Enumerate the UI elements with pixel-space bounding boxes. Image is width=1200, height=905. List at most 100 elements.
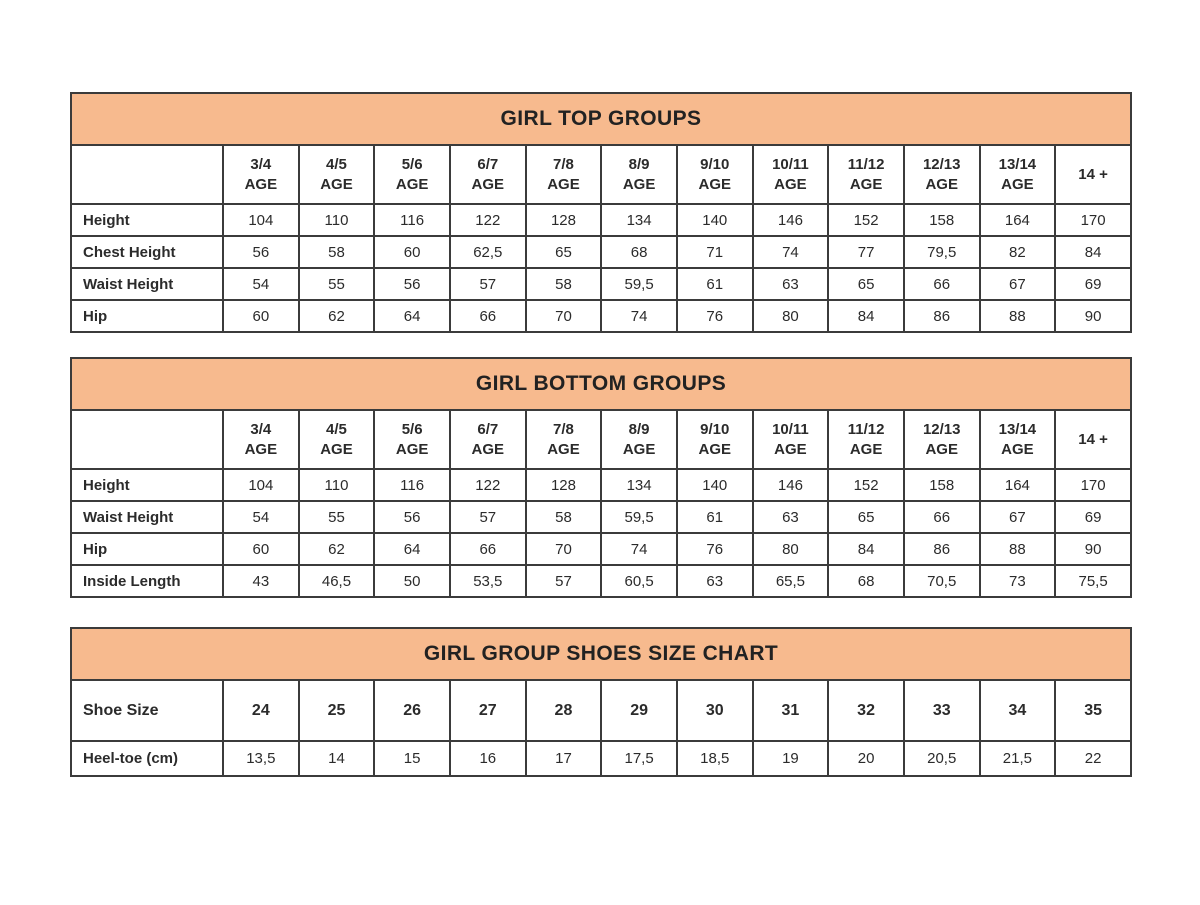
- age-label: 4/5: [326, 421, 347, 438]
- value-cell: 62: [297, 299, 376, 333]
- row-label: Waist Height: [70, 267, 224, 301]
- value-cell: 70: [524, 532, 603, 566]
- value-cell: 59,5: [600, 500, 678, 534]
- table-title-row: GIRL GROUP SHOES SIZE CHART: [70, 627, 1132, 681]
- value-cell: 79,5: [902, 235, 981, 269]
- value-cell: 140: [675, 203, 754, 237]
- value-cell: 58: [524, 500, 603, 534]
- value-cell: 116: [373, 468, 451, 502]
- age-header-cell: 11/12 AGE: [827, 409, 905, 470]
- table-row: Waist Height 54 55 56 57 58 59,5 61 63 65 66 67 69: [70, 500, 1132, 534]
- value-cell: 170: [1054, 203, 1132, 237]
- age-sub-label: AGE: [1001, 175, 1034, 193]
- value-cell: 56: [373, 500, 451, 534]
- value-cell: 31: [751, 679, 830, 742]
- value-cell: 56: [222, 235, 300, 269]
- age-label: 6/7: [477, 421, 499, 438]
- age-header-cell: 9/10 AGE: [675, 409, 754, 470]
- value-cell: 82: [978, 235, 1057, 269]
- age-label: 5/6: [401, 421, 423, 438]
- age-header-cell: 14 +: [1054, 144, 1132, 205]
- value-cell: 17,5: [600, 740, 678, 777]
- girl-top-groups-table: GIRL TOP GROUPS 3/4 AGE 4/5 AGE 5/6 AGE 6/7 AGE 7…: [70, 92, 1132, 333]
- value-cell: 33: [902, 679, 981, 742]
- age-header-cell: 14 +: [1054, 409, 1132, 470]
- age-sub-label: AGE: [320, 440, 353, 458]
- value-cell: 86: [902, 532, 981, 566]
- value-cell: 58: [524, 267, 603, 301]
- value-cell: 68: [600, 235, 678, 269]
- value-cell: 88: [978, 532, 1057, 566]
- age-sub-label: AGE: [547, 175, 580, 193]
- table-title: GIRL GROUP SHOES SIZE CHART: [70, 627, 1132, 681]
- value-cell: 13,5: [222, 740, 300, 777]
- table-row: Hip 60 62 64 66 70 74 76 80 84 86 88 90: [70, 532, 1132, 566]
- value-cell: 75,5: [1054, 564, 1132, 598]
- value-cell: 76: [675, 532, 754, 566]
- age-label: 11/12: [847, 421, 885, 438]
- age-header-cell: 10/11 AGE: [751, 144, 830, 205]
- value-cell: 70,5: [902, 564, 981, 598]
- age-header-cell: 9/10 AGE: [675, 144, 754, 205]
- age-header-cell: 3/4 AGE: [222, 409, 300, 470]
- value-cell: 164: [978, 468, 1057, 502]
- value-cell: 116: [373, 203, 451, 237]
- age-header-cell: 11/12 AGE: [827, 144, 905, 205]
- age-label: 14 +: [1078, 430, 1108, 448]
- value-cell: 128: [524, 468, 603, 502]
- age-header-cell: 12/13 AGE: [902, 409, 981, 470]
- table-row: Chest Height 56 58 60 62,5 65 68 71 74 77 79,5 82 84: [70, 235, 1132, 269]
- value-cell: 65: [827, 500, 905, 534]
- corner-cell: [70, 409, 224, 470]
- age-sub-label: AGE: [774, 175, 807, 193]
- age-header-cell: 12/13 AGE: [902, 144, 981, 205]
- table-title-row: GIRL BOTTOM GROUPS: [70, 357, 1132, 411]
- value-cell: 80: [751, 532, 830, 566]
- value-cell: 24: [222, 679, 300, 742]
- value-cell: 90: [1054, 532, 1132, 566]
- age-header-cell: 8/9 AGE: [600, 409, 678, 470]
- value-cell: 76: [675, 299, 754, 333]
- age-header-row: 3/4 AGE 4/5 AGE 5/6 AGE 6/7 AGE 7/8 AGE 8/9 AGE 9/10…: [70, 409, 1132, 470]
- corner-cell: [70, 144, 224, 205]
- age-header-cell: 3/4 AGE: [222, 144, 300, 205]
- age-header-cell: 4/5 AGE: [297, 144, 376, 205]
- age-label: 8/9: [628, 421, 650, 438]
- table-title: GIRL BOTTOM GROUPS: [70, 357, 1132, 411]
- age-label: 13/14: [998, 421, 1037, 438]
- value-cell: 84: [1054, 235, 1132, 269]
- age-sub-label: AGE: [925, 440, 958, 458]
- value-cell: 50: [373, 564, 451, 598]
- value-cell: 77: [827, 235, 905, 269]
- age-header-cell: 6/7 AGE: [448, 409, 527, 470]
- value-cell: 34: [978, 679, 1057, 742]
- value-cell: 71: [675, 235, 754, 269]
- value-cell: 64: [373, 532, 451, 566]
- value-cell: 65,5: [751, 564, 830, 598]
- value-cell: 69: [1054, 267, 1132, 301]
- value-cell: 55: [297, 500, 376, 534]
- age-header-row: 3/4 AGE 4/5 AGE 5/6 AGE 6/7 AGE 7/8 AGE 8/9 AGE 9/10…: [70, 144, 1132, 205]
- age-sub-label: AGE: [320, 175, 353, 193]
- value-cell: 32: [827, 679, 905, 742]
- age-sub-label: AGE: [244, 175, 278, 193]
- value-cell: 63: [751, 267, 830, 301]
- age-header-cell: 5/6 AGE: [373, 409, 451, 470]
- value-cell: 146: [751, 468, 830, 502]
- age-sub-label: AGE: [471, 175, 505, 193]
- value-cell: 46,5: [297, 564, 376, 598]
- value-cell: 59,5: [600, 267, 678, 301]
- value-cell: 69: [1054, 500, 1132, 534]
- age-label: 11/12: [847, 156, 885, 173]
- value-cell: 64: [373, 299, 451, 333]
- value-cell: 65: [827, 267, 905, 301]
- value-cell: 53,5: [448, 564, 527, 598]
- value-cell: 88: [978, 299, 1057, 333]
- girl-bottom-groups-table: GIRL BOTTOM GROUPS 3/4 AGE 4/5 AGE 5/6 AGE 6/7 A…: [70, 357, 1132, 598]
- table-row: Height 104 110 116 122 128 134 140 146 152 158 164 1…: [70, 468, 1132, 502]
- size-charts-page: GIRL TOP GROUPS 3/4 AGE 4/5 AGE 5/6 AGE 6/7 AGE 7…: [70, 92, 1132, 777]
- row-label: Shoe Size: [70, 679, 224, 742]
- age-label: 13/14: [998, 156, 1037, 173]
- table-row: Inside Length 43 46,5 50 53,5 57 60,5 63 65,5 68 7…: [70, 564, 1132, 598]
- row-label: Height: [70, 468, 224, 502]
